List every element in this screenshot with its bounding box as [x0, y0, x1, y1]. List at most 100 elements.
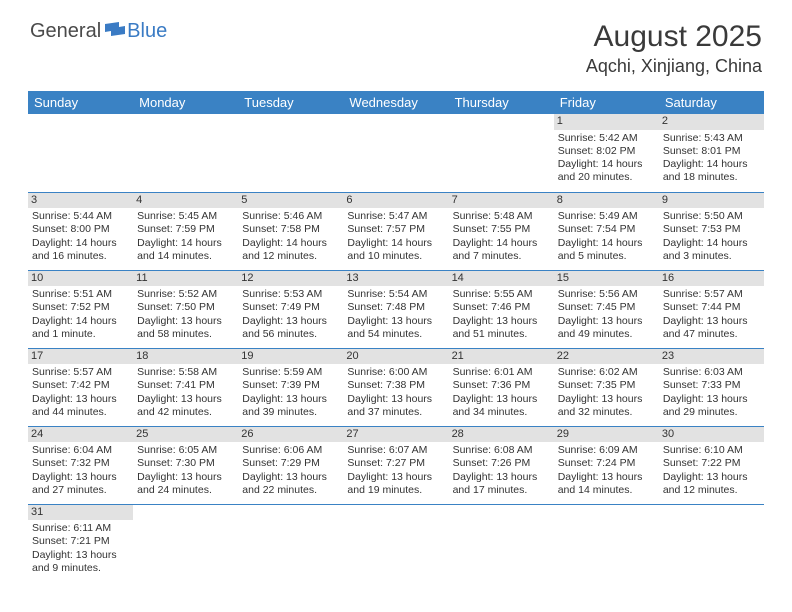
daylight-text: and 10 minutes. — [347, 250, 444, 263]
calendar-cell: 12Sunrise: 5:53 AMSunset: 7:49 PMDayligh… — [238, 270, 343, 348]
day-number: 31 — [28, 505, 133, 521]
daylight-text: and 20 minutes. — [558, 171, 655, 184]
calendar-cell: 26Sunrise: 6:06 AMSunset: 7:29 PMDayligh… — [238, 426, 343, 504]
day-number: 21 — [449, 349, 554, 365]
day-number: 11 — [133, 271, 238, 287]
daylight-text: and 1 minute. — [32, 328, 129, 341]
day-number: 6 — [343, 193, 448, 209]
sunset-text: Sunset: 7:30 PM — [137, 457, 234, 470]
day-number: 24 — [28, 427, 133, 443]
daylight-text: Daylight: 13 hours — [453, 315, 550, 328]
header: General Blue August 2025 Aqchi, Xinjiang… — [0, 0, 792, 85]
day-number: 29 — [554, 427, 659, 443]
calendar-cell — [449, 504, 554, 582]
daylight-text: Daylight: 14 hours — [558, 158, 655, 171]
daylight-text: and 39 minutes. — [242, 406, 339, 419]
day-number: 13 — [343, 271, 448, 287]
daylight-text: and 12 minutes. — [663, 484, 760, 497]
day-number: 28 — [449, 427, 554, 443]
logo-text-general: General — [30, 20, 101, 43]
calendar-cell: 24Sunrise: 6:04 AMSunset: 7:32 PMDayligh… — [28, 426, 133, 504]
calendar-cell: 7Sunrise: 5:48 AMSunset: 7:55 PMDaylight… — [449, 192, 554, 270]
calendar-cell: 4Sunrise: 5:45 AMSunset: 7:59 PMDaylight… — [133, 192, 238, 270]
daylight-text: Daylight: 13 hours — [347, 315, 444, 328]
day-number: 16 — [659, 271, 764, 287]
sunrise-text: Sunrise: 5:48 AM — [453, 210, 550, 223]
daylight-text: Daylight: 14 hours — [32, 315, 129, 328]
daylight-text: and 24 minutes. — [137, 484, 234, 497]
day-number: 17 — [28, 349, 133, 365]
calendar-cell: 11Sunrise: 5:52 AMSunset: 7:50 PMDayligh… — [133, 270, 238, 348]
daylight-text: Daylight: 13 hours — [137, 471, 234, 484]
sunrise-text: Sunrise: 6:06 AM — [242, 444, 339, 457]
calendar-cell — [343, 114, 448, 192]
sunrise-text: Sunrise: 5:57 AM — [663, 288, 760, 301]
daylight-text: and 22 minutes. — [242, 484, 339, 497]
sunset-text: Sunset: 7:41 PM — [137, 379, 234, 392]
day-number: 15 — [554, 271, 659, 287]
daylight-text: Daylight: 13 hours — [347, 393, 444, 406]
logo: General Blue — [30, 20, 167, 43]
daylight-text: and 49 minutes. — [558, 328, 655, 341]
sunset-text: Sunset: 7:24 PM — [558, 457, 655, 470]
sunrise-text: Sunrise: 5:43 AM — [663, 132, 760, 145]
sunrise-text: Sunrise: 6:10 AM — [663, 444, 760, 457]
calendar-cell — [343, 504, 448, 582]
sunrise-text: Sunrise: 5:50 AM — [663, 210, 760, 223]
sunrise-text: Sunrise: 5:58 AM — [137, 366, 234, 379]
daylight-text: and 3 minutes. — [663, 250, 760, 263]
daylight-text: Daylight: 14 hours — [242, 237, 339, 250]
sunrise-text: Sunrise: 5:57 AM — [32, 366, 129, 379]
calendar-cell: 10Sunrise: 5:51 AMSunset: 7:52 PMDayligh… — [28, 270, 133, 348]
calendar-row: 10Sunrise: 5:51 AMSunset: 7:52 PMDayligh… — [28, 270, 764, 348]
calendar-cell: 22Sunrise: 6:02 AMSunset: 7:35 PMDayligh… — [554, 348, 659, 426]
daylight-text: Daylight: 13 hours — [558, 393, 655, 406]
day-header: Saturday — [659, 91, 764, 114]
daylight-text: and 16 minutes. — [32, 250, 129, 263]
day-header: Friday — [554, 91, 659, 114]
daylight-text: and 34 minutes. — [453, 406, 550, 419]
calendar-cell: 21Sunrise: 6:01 AMSunset: 7:36 PMDayligh… — [449, 348, 554, 426]
sunrise-text: Sunrise: 5:44 AM — [32, 210, 129, 223]
calendar-row: 24Sunrise: 6:04 AMSunset: 7:32 PMDayligh… — [28, 426, 764, 504]
day-number: 12 — [238, 271, 343, 287]
day-number: 5 — [238, 193, 343, 209]
daylight-text: Daylight: 14 hours — [558, 237, 655, 250]
day-number: 30 — [659, 427, 764, 443]
sunset-text: Sunset: 7:36 PM — [453, 379, 550, 392]
calendar-cell: 28Sunrise: 6:08 AMSunset: 7:26 PMDayligh… — [449, 426, 554, 504]
calendar-cell: 6Sunrise: 5:47 AMSunset: 7:57 PMDaylight… — [343, 192, 448, 270]
calendar-cell: 20Sunrise: 6:00 AMSunset: 7:38 PMDayligh… — [343, 348, 448, 426]
daylight-text: Daylight: 13 hours — [137, 315, 234, 328]
sunrise-text: Sunrise: 6:05 AM — [137, 444, 234, 457]
daylight-text: Daylight: 13 hours — [663, 393, 760, 406]
daylight-text: Daylight: 13 hours — [558, 315, 655, 328]
day-number: 20 — [343, 349, 448, 365]
sunset-text: Sunset: 7:48 PM — [347, 301, 444, 314]
daylight-text: and 58 minutes. — [137, 328, 234, 341]
day-number: 4 — [133, 193, 238, 209]
calendar-cell: 8Sunrise: 5:49 AMSunset: 7:54 PMDaylight… — [554, 192, 659, 270]
daylight-text: and 51 minutes. — [453, 328, 550, 341]
logo-text-blue: Blue — [127, 20, 167, 43]
sunset-text: Sunset: 7:32 PM — [32, 457, 129, 470]
sunset-text: Sunset: 7:35 PM — [558, 379, 655, 392]
calendar-cell: 5Sunrise: 5:46 AMSunset: 7:58 PMDaylight… — [238, 192, 343, 270]
day-number: 18 — [133, 349, 238, 365]
calendar-cell: 16Sunrise: 5:57 AMSunset: 7:44 PMDayligh… — [659, 270, 764, 348]
daylight-text: Daylight: 13 hours — [453, 471, 550, 484]
day-header: Tuesday — [238, 91, 343, 114]
day-number: 10 — [28, 271, 133, 287]
daylight-text: and 14 minutes. — [137, 250, 234, 263]
sunrise-text: Sunrise: 6:09 AM — [558, 444, 655, 457]
daylight-text: Daylight: 14 hours — [663, 237, 760, 250]
day-number: 26 — [238, 427, 343, 443]
daylight-text: Daylight: 13 hours — [32, 549, 129, 562]
day-header: Sunday — [28, 91, 133, 114]
sunset-text: Sunset: 7:39 PM — [242, 379, 339, 392]
calendar-cell — [238, 114, 343, 192]
sunset-text: Sunset: 7:22 PM — [663, 457, 760, 470]
daylight-text: Daylight: 13 hours — [242, 393, 339, 406]
daylight-text: and 17 minutes. — [453, 484, 550, 497]
sunrise-text: Sunrise: 5:56 AM — [558, 288, 655, 301]
